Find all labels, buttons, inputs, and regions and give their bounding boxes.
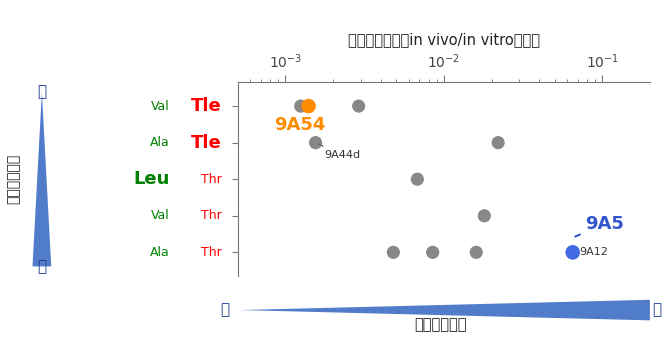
X-axis label: 細胞内移行性（in vivo/in vitro活性）: 細胞内移行性（in vivo/in vitro活性）: [348, 32, 540, 47]
Point: [412, 176, 423, 182]
Text: Tle: Tle: [191, 97, 221, 115]
Text: Thr: Thr: [200, 246, 221, 259]
Text: 9A44d: 9A44d: [318, 144, 360, 160]
Text: Thr: Thr: [200, 209, 221, 222]
Text: 細胞内移行性: 細胞内移行性: [414, 317, 467, 332]
Point: [567, 250, 578, 255]
Point: [479, 213, 490, 218]
Text: Thr: Thr: [200, 173, 221, 186]
Polygon shape: [32, 92, 51, 267]
Point: [471, 250, 482, 255]
Text: 小: 小: [38, 259, 46, 274]
Text: Ala: Ala: [150, 136, 170, 149]
Point: [353, 103, 364, 109]
Text: 9A12: 9A12: [580, 247, 608, 257]
Text: 大: 大: [652, 303, 661, 318]
Point: [310, 140, 321, 145]
Text: 9A54: 9A54: [274, 109, 326, 134]
Text: Val: Val: [151, 99, 170, 113]
Text: 側鎖の大きさ: 側鎖の大きさ: [7, 154, 21, 204]
Polygon shape: [240, 300, 650, 320]
Point: [492, 140, 503, 145]
Point: [295, 103, 306, 109]
Point: [304, 103, 314, 109]
Point: [427, 250, 438, 255]
Text: Ala: Ala: [150, 246, 170, 259]
Text: 大: 大: [38, 84, 46, 99]
Text: Leu: Leu: [133, 170, 170, 188]
Text: 9A5: 9A5: [576, 215, 624, 237]
Text: 小: 小: [220, 303, 229, 318]
Point: [388, 250, 399, 255]
Text: Tle: Tle: [191, 134, 221, 152]
Text: Val: Val: [151, 209, 170, 222]
